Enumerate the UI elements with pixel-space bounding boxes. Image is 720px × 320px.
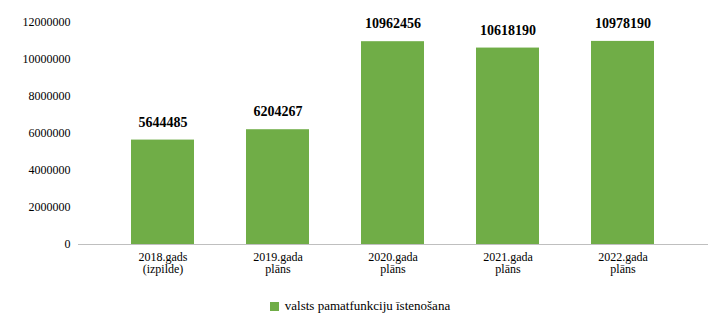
svg-text:5644485: 5644485 — [139, 115, 188, 130]
svg-text:2000000: 2000000 — [29, 200, 71, 214]
svg-text:2020.gadaplāns: 2020.gadaplāns — [368, 250, 418, 276]
svg-text:10978190: 10978190 — [595, 16, 651, 31]
html-text:valsts pamatfunkciju īstenošan: valsts pamatfunkciju īstenošana — [284, 298, 451, 313]
svg-text:8000000: 8000000 — [29, 89, 71, 103]
svg-text:2022.gadaplāns: 2022.gadaplāns — [598, 250, 648, 276]
svg-text:12000000: 12000000 — [23, 15, 71, 29]
svg-text:4000000: 4000000 — [29, 163, 71, 177]
svg-text:2019.gadaplāns: 2019.gadaplāns — [253, 250, 303, 276]
svg-text:0: 0 — [65, 237, 71, 251]
svg-text:10000000: 10000000 — [23, 52, 71, 66]
svg-text:6000000: 6000000 — [29, 126, 71, 140]
svg-text:2018.gads(izpilde): 2018.gads(izpilde) — [139, 250, 188, 276]
svg-text:2021.gadaplāns: 2021.gadaplāns — [483, 250, 533, 276]
svg-text:6204267: 6204267 — [254, 104, 303, 119]
svg-text:10962456: 10962456 — [365, 16, 421, 31]
svg-text:10618190: 10618190 — [480, 23, 536, 38]
